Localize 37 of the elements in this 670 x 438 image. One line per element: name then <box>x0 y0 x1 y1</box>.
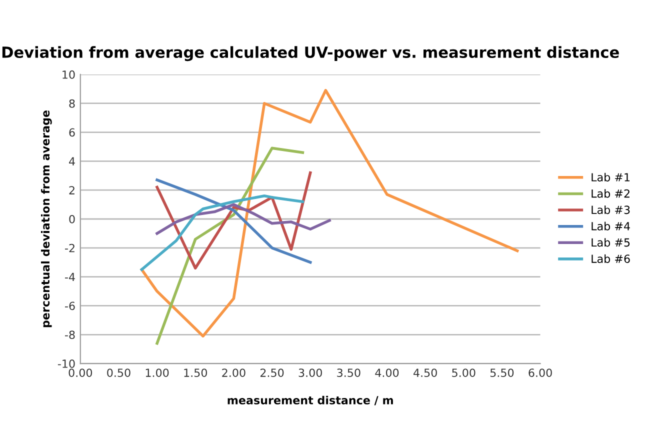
y-tick-label: 0 <box>69 214 75 224</box>
legend-label: Lab #4 <box>592 222 630 230</box>
line-series <box>140 194 304 271</box>
y-tick-label: -4 <box>65 272 75 282</box>
y-tick-label: -8 <box>65 330 75 340</box>
legend-label: Lab #6 <box>592 254 630 263</box>
x-tick-label: 3.50 <box>337 368 360 377</box>
y-tick-label: -2 <box>65 244 74 252</box>
x-tick-label: 1.00 <box>146 368 169 377</box>
x-tick-label: 4.00 <box>375 368 399 377</box>
line-series <box>156 146 304 345</box>
x-tick-label: 3.00 <box>298 368 322 377</box>
y-tick-label: -6 <box>65 302 75 310</box>
legend-label: Lab #5 <box>592 238 630 247</box>
y-axis-title: percentual deviation from average <box>40 110 52 328</box>
x-tick-label: 4.50 <box>413 368 437 377</box>
x-tick-label: 0.00 <box>68 368 92 377</box>
y-tick-label: 8 <box>69 99 75 108</box>
x-tick-label: 6.00 <box>528 368 552 377</box>
x-tick-label: 0.50 <box>107 368 130 377</box>
x-tick-label: 2.00 <box>222 368 246 377</box>
x-tick-label: 5.50 <box>490 368 514 377</box>
legend-label: Lab #1 <box>592 172 630 182</box>
chart-title: Deviation from average calculated UV-power vs. measurement distance <box>2 46 619 62</box>
x-axis-title: measurement distance / m <box>228 396 393 406</box>
line-series <box>140 88 519 338</box>
y-tick-label: 2 <box>69 186 74 194</box>
y-tick-label: 6 <box>69 128 75 137</box>
y-tick-label: 4 <box>69 157 75 166</box>
y-tick-label: -10 <box>58 360 75 368</box>
legend-label: Lab #3 <box>592 205 630 214</box>
x-tick-label: 2.50 <box>260 368 284 377</box>
x-tick-label: 5.00 <box>452 368 476 377</box>
legend-label: Lab #2 <box>592 189 630 198</box>
y-tick-label: 10 <box>62 70 75 79</box>
x-tick-label: 1.50 <box>184 368 208 377</box>
line-series <box>156 203 331 235</box>
